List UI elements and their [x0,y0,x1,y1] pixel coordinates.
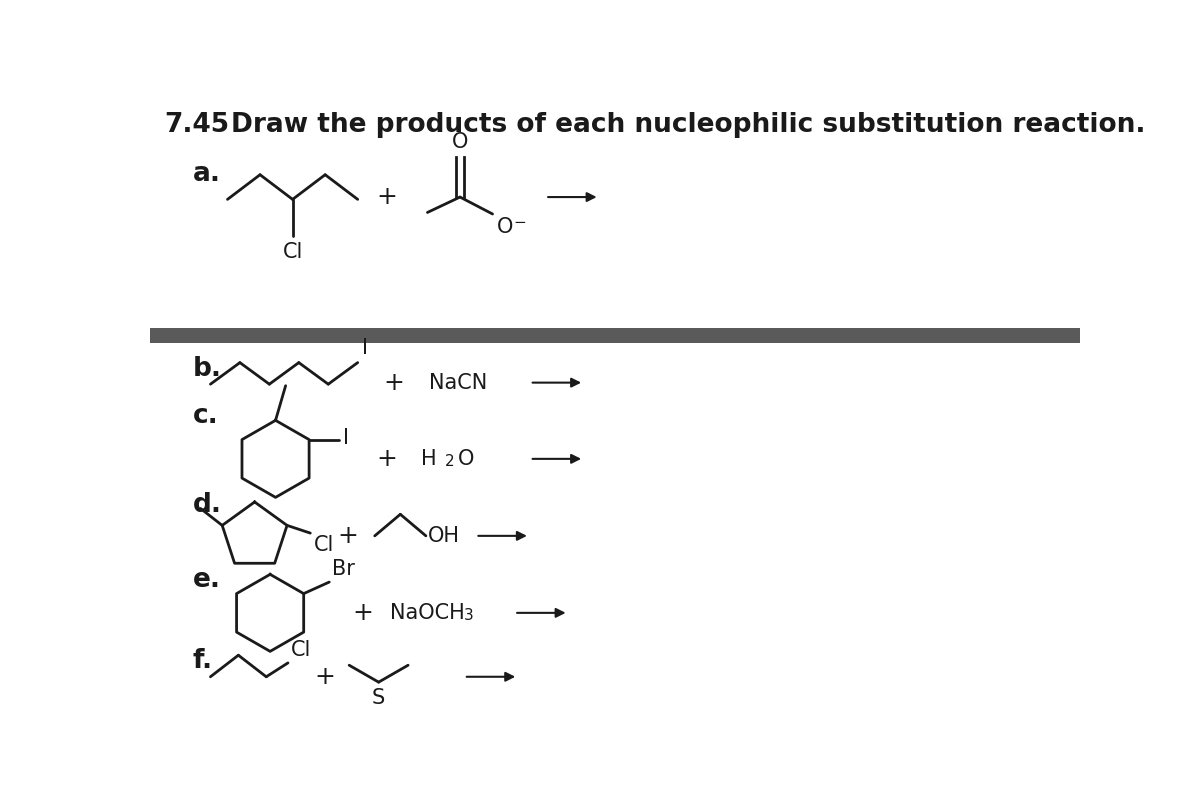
Text: 7.45: 7.45 [164,112,229,138]
Text: +: + [376,185,397,209]
Text: I: I [343,428,349,448]
Text: S: S [372,688,385,708]
Text: Cl: Cl [282,242,302,262]
Text: 3: 3 [464,608,474,624]
Text: Br: Br [332,559,355,579]
Text: −: − [514,215,527,229]
Text: NaCN: NaCN [430,372,487,393]
Text: +: + [384,371,404,394]
Text: OH: OH [427,526,460,546]
Text: Cl: Cl [313,536,334,555]
Text: I: I [362,338,368,358]
Text: e.: e. [193,566,221,592]
Text: 2: 2 [444,454,454,469]
Text: H: H [421,449,437,469]
Text: d.: d. [193,492,222,518]
Text: +: + [337,524,358,548]
Text: f.: f. [193,648,212,675]
Text: +: + [376,447,397,471]
Text: O: O [457,449,474,469]
Text: +: + [314,665,335,688]
Text: +: + [353,601,373,625]
Bar [150,328,1080,343]
Text: O: O [452,132,468,152]
Text: Draw the products of each nucleophilic substitution reaction.: Draw the products of each nucleophilic s… [232,112,1146,138]
Text: b.: b. [193,356,222,381]
Text: O: O [497,217,512,237]
Text: Cl: Cl [292,640,312,660]
Text: a.: a. [193,161,221,187]
Text: NaOCH: NaOCH [390,603,466,623]
Text: c.: c. [193,403,218,429]
